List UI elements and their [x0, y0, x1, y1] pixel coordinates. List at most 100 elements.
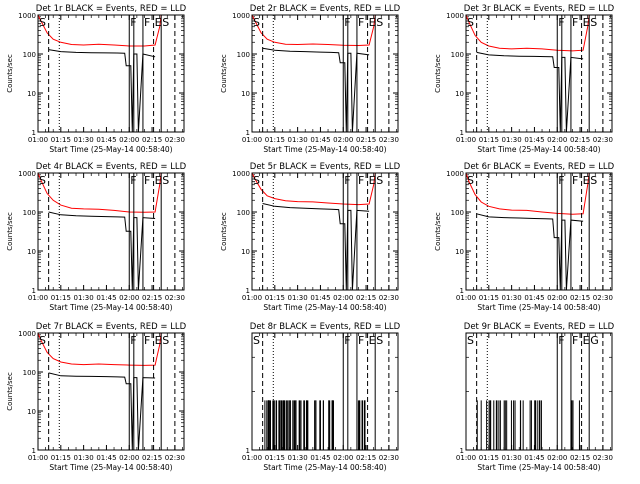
x-axis-label: Start Time (25-May-14 00:58:40): [477, 145, 600, 154]
events-series-line: [476, 213, 584, 290]
x-tick-label: 01:00: [28, 454, 48, 462]
x-tick-label: 02:30: [165, 136, 185, 144]
marker-label: E: [155, 174, 162, 187]
x-tick-label: 01:15: [265, 136, 285, 144]
marker-label: E: [583, 174, 590, 187]
y-tick-label: 1: [460, 129, 464, 137]
y-tick-label: 100: [23, 209, 36, 217]
y-tick-label: 1: [246, 287, 250, 295]
y-tick-label: 100: [237, 51, 250, 59]
plot-area: [252, 173, 376, 290]
x-axis-label: Start Time (25-May-14 00:58:40): [263, 145, 386, 154]
plot-frame: [37, 332, 185, 451]
x-tick-label: 01:00: [456, 454, 476, 462]
x-tick-label: 02:15: [142, 294, 162, 302]
x-tick-label: 01:30: [74, 454, 94, 462]
chart-panel-9: Det 9r BLACK = Events, RED = LLD 101:00 01…: [456, 322, 615, 472]
plot-frame: [465, 332, 613, 451]
x-tick-label: 01:30: [288, 454, 308, 462]
x-tick-label: 01:15: [51, 454, 71, 462]
chart-panel-2: Det 2r BLACK = Events, RED = LLD 1 10 100 10…: [220, 4, 401, 154]
y-tick-label: 100: [23, 51, 36, 59]
x-tick-label: 02:15: [142, 454, 162, 462]
marker-label: E: [369, 16, 376, 29]
marker-label: F: [144, 174, 150, 187]
plot-area: [476, 400, 580, 450]
x-tick-label: 02:00: [333, 136, 353, 144]
x-tick-label: 01:15: [479, 136, 499, 144]
x-tick-label: 01:45: [96, 294, 116, 302]
x-tick-label: 02:00: [119, 294, 139, 302]
marker-label: S: [590, 16, 597, 29]
marker-label: S: [467, 174, 474, 187]
marker-label: S: [376, 174, 383, 187]
y-tick-label: 10: [241, 90, 250, 98]
y-tick-label: 100: [451, 51, 464, 59]
chart-title: Det 2r BLACK = Events, RED = LLD: [250, 4, 401, 14]
chart-title: Det 6r BLACK = Events, RED = LLD: [464, 162, 615, 172]
plot-frame: [37, 172, 185, 291]
x-tick-label: 01:15: [265, 294, 285, 302]
y-tick-label: 10: [27, 248, 36, 256]
chart-title: Det 1r BLACK = Events, RED = LLD: [36, 4, 187, 14]
y-tick-label: 10: [455, 248, 464, 256]
x-tick-label: 01:00: [242, 294, 262, 302]
x-axis-label: Start Time (25-May-14 00:58:40): [477, 463, 600, 472]
plot-frame: [251, 172, 399, 291]
plot-frame: [251, 14, 399, 133]
chart-panel-1: Det 1r BLACK = Events, RED = LLD 1 10 100 10…: [6, 4, 187, 154]
x-tick-label: 02:15: [356, 454, 376, 462]
x-axis-label: Start Time (25-May-14 00:58:40): [263, 303, 386, 312]
x-tick-label: 01:45: [96, 136, 116, 144]
marker-label: S: [162, 174, 169, 187]
chart-title: Det 5r BLACK = Events, RED = LLD: [250, 162, 401, 172]
chart-title: Det 7r BLACK = Events, RED = LLD: [36, 322, 187, 332]
marker-label: S: [39, 174, 46, 187]
chart-panel-4: Det 4r BLACK = Events, RED = LLD 1 10 100 10…: [6, 162, 187, 312]
events-series-line: [48, 372, 156, 450]
x-axis-label: Start Time (25-May-14 00:58:40): [49, 463, 172, 472]
chart-title: Det 8r BLACK = Events, RED = LLD: [250, 322, 401, 332]
y-tick-label: 1: [246, 129, 250, 137]
x-tick-label: 02:30: [165, 294, 185, 302]
y-tick-label: 100: [451, 209, 464, 217]
y-tick-label: 10: [27, 90, 36, 98]
x-tick-label: 02:15: [570, 136, 590, 144]
x-tick-label: 02:15: [356, 136, 376, 144]
marker-label: F: [572, 16, 578, 29]
plot-area: [38, 173, 162, 290]
marker-label: E: [583, 334, 590, 347]
x-tick-label: 02:00: [333, 294, 353, 302]
x-tick-label: 01:45: [524, 294, 544, 302]
marker-label: S: [253, 174, 260, 187]
y-tick-label: 1000: [18, 330, 36, 338]
y-tick-label: 10: [241, 248, 250, 256]
marker-label: F: [572, 174, 578, 187]
marker-label: E: [369, 334, 376, 347]
y-tick-label: 1: [460, 447, 464, 455]
x-tick-label: 01:30: [502, 454, 522, 462]
y-tick-label: 1000: [232, 12, 250, 20]
marker-label: S: [39, 334, 46, 347]
chart-panel-7: Det 7r BLACK = Events, RED = LLD 1 10 100 10…: [6, 322, 187, 472]
y-tick-label: 1: [246, 447, 250, 455]
lld-series-line: [38, 15, 162, 47]
x-tick-label: 01:00: [456, 294, 476, 302]
x-tick-label: 01:30: [502, 294, 522, 302]
chart-panel-5: Det 5r BLACK = Events, RED = LLD 1 10 100 10…: [220, 162, 401, 312]
y-axis-label: Counts/sec: [434, 54, 442, 93]
marker-label: E: [155, 16, 162, 29]
x-tick-label: 02:00: [547, 136, 567, 144]
x-tick-label: 02:00: [119, 136, 139, 144]
x-tick-label: 02:30: [379, 294, 399, 302]
x-tick-label: 01:30: [74, 136, 94, 144]
chart-title: Det 9r BLACK = Events, RED = LLD: [464, 322, 615, 332]
marker-label: S: [467, 334, 474, 347]
x-tick-label: 01:45: [310, 136, 330, 144]
marker-label: F: [358, 16, 364, 29]
x-tick-label: 02:15: [570, 454, 590, 462]
x-tick-label: 02:15: [142, 136, 162, 144]
y-tick-label: 10: [455, 90, 464, 98]
